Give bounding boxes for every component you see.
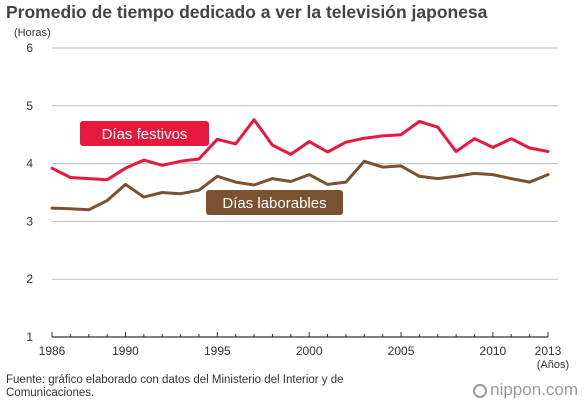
axes <box>51 332 549 338</box>
series-label-text: Días festivos <box>102 126 188 143</box>
x-tick-label: 2010 <box>480 344 507 358</box>
x-tick-label: 1990 <box>112 344 139 358</box>
series-label-text: Días laborables <box>222 195 326 212</box>
series-label-box <box>80 121 209 146</box>
nippon-logo-icon <box>473 384 488 398</box>
y-tick-label: 5 <box>26 99 33 113</box>
y-tick-label: 6 <box>26 41 33 55</box>
x-tick-label: 2013 <box>535 344 562 358</box>
series-label-box <box>206 190 343 215</box>
series-lines <box>50 118 550 212</box>
tick-labels: 1 2 3 4 5 6 (Horas) 1986 1990 1995 2000 2005 2010 201… <box>14 27 569 371</box>
series-label-dias-laborables: Días laborables <box>206 190 343 215</box>
series-label-dias-festivos: Días festivos <box>80 121 209 146</box>
source-note: Fuente: gráfico elaborado con datos del … <box>6 374 344 399</box>
x-tick-label: 2000 <box>296 344 323 358</box>
line-chart: 1 2 3 4 5 6 (Horas) 1986 1990 1995 2000 2005 2010 201… <box>14 27 569 371</box>
y-tick-label: 2 <box>26 272 33 286</box>
y-tick-label: 1 <box>26 330 33 344</box>
chart-title: Promedio de tiempo dedicado a ver la tel… <box>6 2 488 22</box>
series-labels: Días festivos Días laborables <box>80 121 343 215</box>
series-line-dias-laborables <box>50 159 550 212</box>
y-tick-label: 4 <box>26 157 33 171</box>
brand-logo: nippon.com <box>473 380 578 400</box>
brand-text: nippon.com <box>490 380 578 399</box>
y-axis-label: (Horas) <box>14 27 51 39</box>
x-tick-label: 1995 <box>204 344 231 358</box>
grid-lines <box>52 47 558 280</box>
y-tick-label: 3 <box>26 214 33 228</box>
x-axis-label: (Años) <box>537 359 569 371</box>
series-line-dias-festivos <box>50 118 550 182</box>
x-tick-label: 1986 <box>39 344 66 358</box>
x-tick-label: 2005 <box>388 344 415 358</box>
